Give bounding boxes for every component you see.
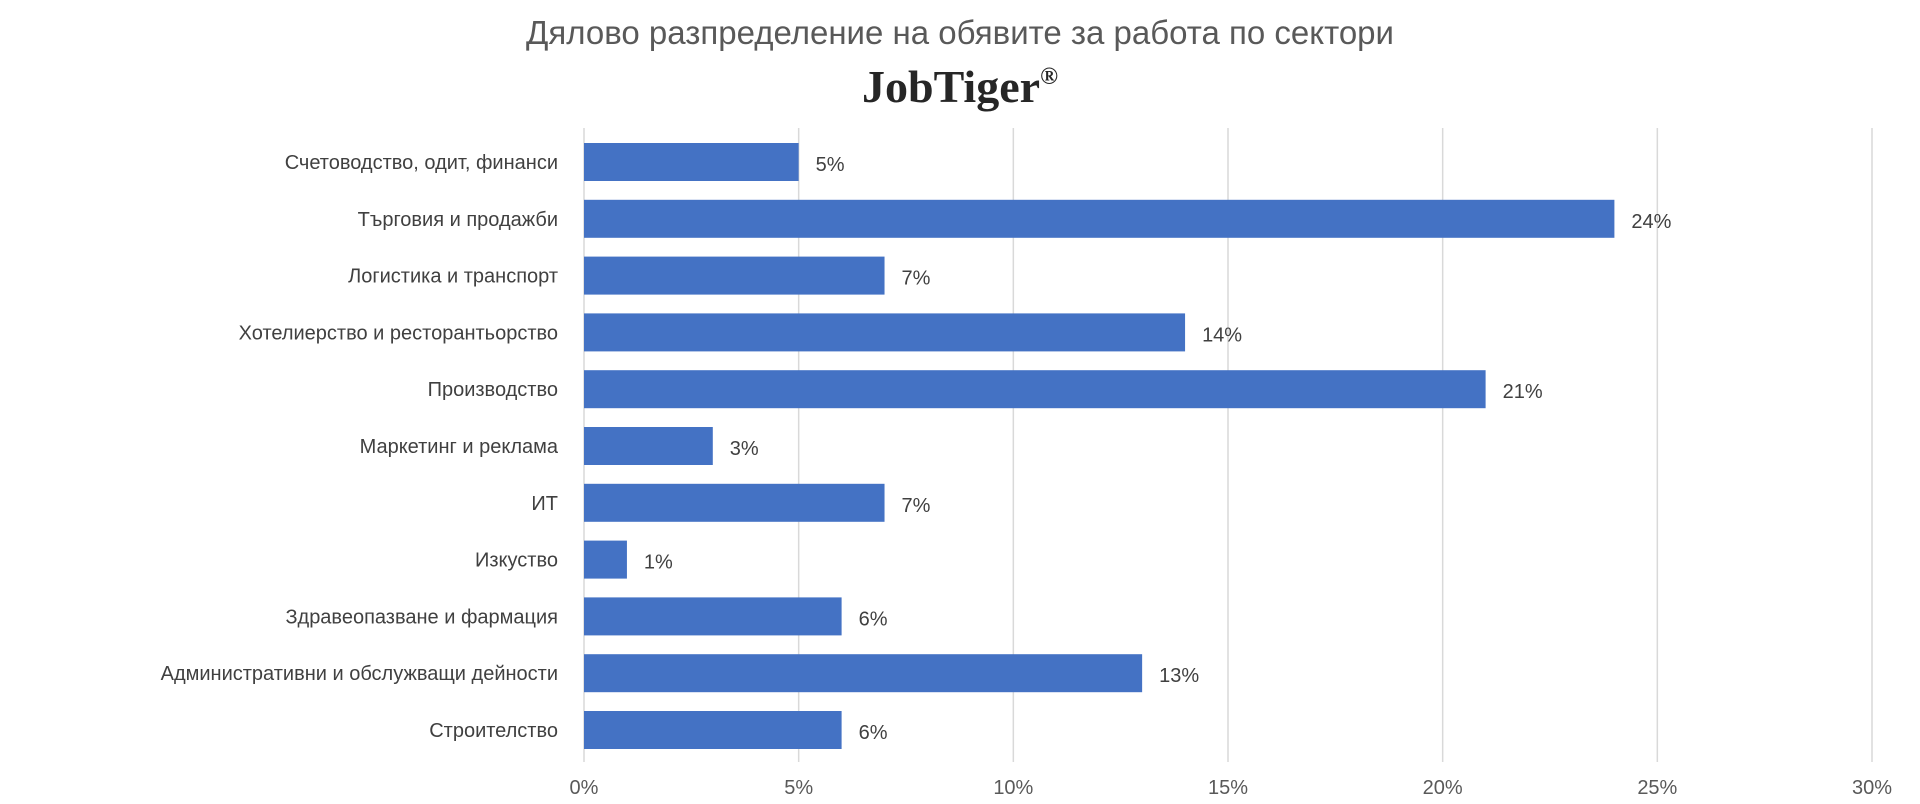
category-label: Счетоводство, одит, финанси	[285, 152, 558, 174]
bar	[584, 143, 799, 181]
category-label: Строителство	[429, 720, 558, 742]
bar	[584, 711, 842, 749]
data-label: 14%	[1202, 324, 1242, 346]
category-label: Здравеопазване и фармация	[285, 606, 558, 628]
logo-text: JobTiger	[862, 61, 1041, 112]
category-label: Логистика и транспорт	[348, 266, 558, 288]
data-label: 24%	[1631, 211, 1671, 233]
x-tick-label: 20%	[1423, 777, 1463, 799]
x-tick-label: 0%	[570, 777, 599, 799]
bar	[584, 597, 842, 636]
x-tick-label: 30%	[1852, 777, 1892, 799]
data-label: 21%	[1503, 381, 1543, 403]
registered-mark: ®	[1040, 64, 1058, 90]
data-label: 13%	[1159, 665, 1199, 687]
data-label: 6%	[859, 722, 888, 744]
bar	[584, 654, 1143, 693]
bar	[584, 370, 1486, 409]
data-label: 7%	[902, 268, 931, 290]
chart-title: Дялово разпределение на обявите за работ…	[526, 14, 1394, 51]
category-label: Маркетинг и реклама	[360, 436, 559, 458]
jobtiger-logo: JobTiger®	[0, 60, 1920, 113]
data-label: 1%	[644, 552, 673, 574]
bar	[584, 313, 1186, 352]
data-label: 7%	[902, 495, 931, 517]
data-label: 5%	[816, 154, 845, 176]
category-label: Административни и обслужващи дейности	[161, 663, 558, 685]
category-label: Изкуство	[475, 550, 558, 572]
x-tick-label: 25%	[1637, 777, 1677, 799]
bar	[584, 540, 627, 579]
x-tick-label: 15%	[1208, 777, 1248, 799]
category-label: Търговия и продажби	[358, 209, 558, 231]
category-label: ИТ	[531, 493, 558, 515]
category-label: Производство	[428, 379, 558, 401]
bar	[584, 427, 713, 465]
bar	[584, 483, 885, 522]
bar	[584, 199, 1615, 238]
category-label: Хотелиерство и ресторантьорство	[239, 322, 558, 344]
data-label: 3%	[730, 438, 759, 460]
x-tick-label: 10%	[993, 777, 1033, 799]
x-tick-label: 5%	[784, 777, 813, 799]
bar	[584, 256, 885, 295]
data-label: 6%	[859, 608, 888, 630]
